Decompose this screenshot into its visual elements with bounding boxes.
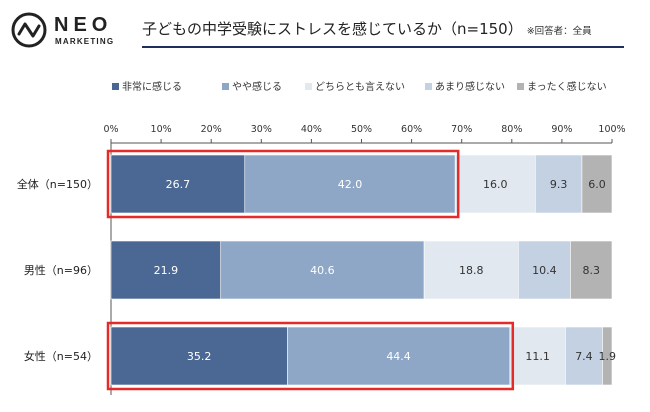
chart-title: 子どもの中学受験にストレスを感じているか（n=150）	[142, 20, 523, 38]
bar-segment	[110, 154, 246, 214]
title-underline	[142, 46, 624, 48]
legend-label: どちらとも言えない	[315, 80, 405, 93]
x-tick-label: 40%	[301, 124, 322, 135]
bar-segment	[509, 326, 566, 386]
respondent-note: ※回答者：全員	[526, 26, 592, 37]
highlight-box	[106, 321, 515, 391]
x-tick-label: 90%	[551, 124, 572, 135]
data-label: 6.0	[588, 178, 606, 191]
data-label: 7.4	[575, 350, 593, 363]
logo-wave-icon	[17, 22, 41, 38]
bar-segment	[518, 240, 571, 300]
category-label: 女性（n=54）	[24, 349, 98, 363]
legend-swatch	[222, 83, 229, 90]
logo-circle-icon	[11, 12, 47, 48]
x-tick-label: 50%	[351, 124, 372, 135]
legend-label: やや感じる	[232, 80, 282, 93]
neo-marketing-logo: NEO MARKETING	[11, 12, 114, 48]
bar-segment	[454, 154, 536, 214]
x-tick-label: 10%	[151, 124, 172, 135]
legend-label: 非常に感じる	[122, 80, 182, 93]
bar-segment	[110, 326, 288, 386]
legend-swatch	[517, 83, 524, 90]
data-label: 10.4	[532, 264, 557, 277]
data-label: 8.3	[582, 264, 600, 277]
x-tick-label: 20%	[201, 124, 222, 135]
data-label: 1.9	[598, 350, 616, 363]
bar-segment	[287, 326, 511, 386]
highlight-box	[106, 149, 460, 219]
x-tick-label: 60%	[401, 124, 422, 135]
chart-title-block: 子どもの中学受験にストレスを感じているか（n=150） ※回答者：全員	[142, 18, 620, 39]
data-label: 40.6	[310, 264, 335, 277]
logo-text-marketing: MARKETING	[55, 37, 114, 46]
x-tick-label: 30%	[251, 124, 272, 135]
x-tick-label: 80%	[501, 124, 522, 135]
data-label: 16.0	[483, 178, 508, 191]
bar-segment	[565, 326, 603, 386]
bar-segment	[535, 154, 583, 214]
legend-swatch	[425, 83, 432, 90]
legend-swatch	[112, 83, 119, 90]
data-label: 26.7	[166, 178, 191, 191]
data-label: 21.9	[154, 264, 179, 277]
legend-swatch	[305, 83, 312, 90]
bar-segment	[602, 326, 613, 386]
data-label: 44.4	[386, 350, 411, 363]
bar-segment	[581, 154, 613, 214]
legend-label: まったく感じない	[527, 80, 607, 93]
logo-text-neo: NEO	[54, 14, 112, 36]
category-label: 男性（n=96）	[24, 263, 98, 277]
bar-segment	[244, 154, 456, 214]
x-tick-label: 0%	[103, 124, 118, 135]
bar-segment	[220, 240, 425, 300]
data-label: 42.0	[338, 178, 363, 191]
category-label: 全体（n=150）	[17, 177, 98, 191]
x-tick-label: 100%	[598, 124, 625, 135]
bar-segment	[423, 240, 519, 300]
x-tick-label: 70%	[451, 124, 472, 135]
data-label: 35.2	[187, 350, 212, 363]
bar-segment	[570, 240, 613, 300]
data-label: 18.8	[459, 264, 484, 277]
data-label: 11.1	[525, 350, 550, 363]
data-label: 9.3	[550, 178, 568, 191]
legend-label: あまり感じない	[435, 80, 505, 93]
